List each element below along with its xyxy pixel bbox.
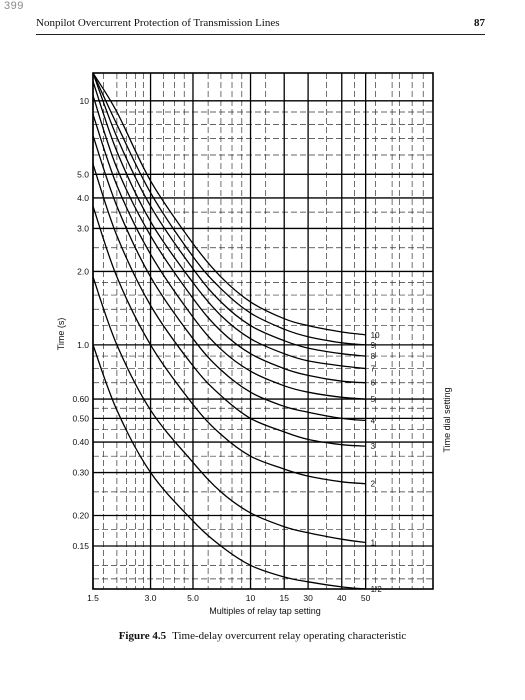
curve-dial-1 — [92, 276, 366, 544]
curve-dial-1-2 — [92, 344, 366, 590]
y-tick-label: 10 — [80, 96, 90, 106]
scan-page-number: 399 — [4, 0, 24, 12]
y-tick-labels: 10 5.0 4.0 3.0 2.0 1.0 0.60 0.50 0.40 0.30 0.20 0.1… — [72, 96, 89, 551]
header-rule — [36, 34, 485, 35]
curve-dial-9 — [92, 72, 366, 346]
x-tick-label: 40 — [337, 593, 347, 603]
y-tick-label: 2.0 — [77, 266, 89, 276]
x-tick-label: 10 — [246, 593, 256, 603]
grid — [92, 73, 433, 589]
page-number: 87 — [474, 17, 485, 29]
curve-dial-6 — [92, 95, 366, 384]
time-dial-axis-title: Time dial setting — [442, 387, 452, 452]
y-axis-title: Time (s) — [56, 318, 66, 351]
plot-frame — [92, 72, 434, 590]
y-tick-label: 0.50 — [72, 413, 89, 423]
x-tick-label: 50 — [361, 593, 371, 603]
dial-label: 9 — [371, 341, 376, 350]
dial-label: 2 — [371, 480, 376, 489]
curve-dial-8 — [92, 72, 366, 357]
curve-dial-5 — [92, 114, 366, 400]
x-tick-label: 30 — [303, 593, 313, 603]
x-tick-label: 3.0 — [145, 593, 157, 603]
y-tick-label: 1.0 — [77, 340, 89, 350]
dial-label: 1 — [371, 539, 376, 548]
y-tick-label: 0.60 — [72, 394, 89, 404]
dial-label: 10 — [371, 331, 380, 340]
curve-dial-2 — [92, 205, 366, 485]
dial-label: 8 — [371, 352, 376, 361]
y-tick-label: 0.20 — [72, 511, 89, 521]
y-tick-label: 0.15 — [72, 541, 89, 551]
curve-dial-3 — [92, 163, 366, 447]
x-tick-label: 15 — [279, 593, 289, 603]
dial-labels: 109 8 7 6 5 4 3 2 1 1/2 — [371, 331, 383, 594]
dial-label: 4 — [371, 417, 376, 426]
x-tick-label: 5.0 — [187, 593, 199, 603]
curve-dial-7 — [92, 81, 366, 370]
curve-dial-10 — [92, 72, 366, 336]
dial-label: 6 — [371, 379, 376, 388]
y-tick-label: 0.40 — [72, 437, 89, 447]
curve-dial-4 — [92, 135, 366, 422]
x-tick-labels: 1.5 3.0 5.0 10 15 30 40 50 — [87, 593, 371, 603]
dial-label: 7 — [371, 365, 376, 374]
dial-label: 5 — [371, 395, 376, 404]
y-tick-label: 0.30 — [72, 468, 89, 478]
y-tick-label: 5.0 — [77, 169, 89, 179]
x-tick-label: 1.5 — [87, 593, 99, 603]
y-tick-label: 3.0 — [77, 223, 89, 233]
y-tick-label: 4.0 — [77, 193, 89, 203]
figure-caption: Figure 4.5 Time-delay overcurrent relay o… — [0, 630, 525, 642]
figure-label: Figure 4.5 — [118, 630, 167, 642]
dial-label: 3 — [371, 442, 376, 451]
x-axis-title: Multiples of relay tap setting — [209, 606, 321, 616]
curves — [92, 72, 366, 590]
running-head: Nonpilot Overcurrent Protection of Trans… — [36, 17, 280, 29]
figure-caption-text: Time-delay overcurrent relay operating c… — [172, 630, 407, 642]
dial-label: 1/2 — [371, 585, 383, 594]
